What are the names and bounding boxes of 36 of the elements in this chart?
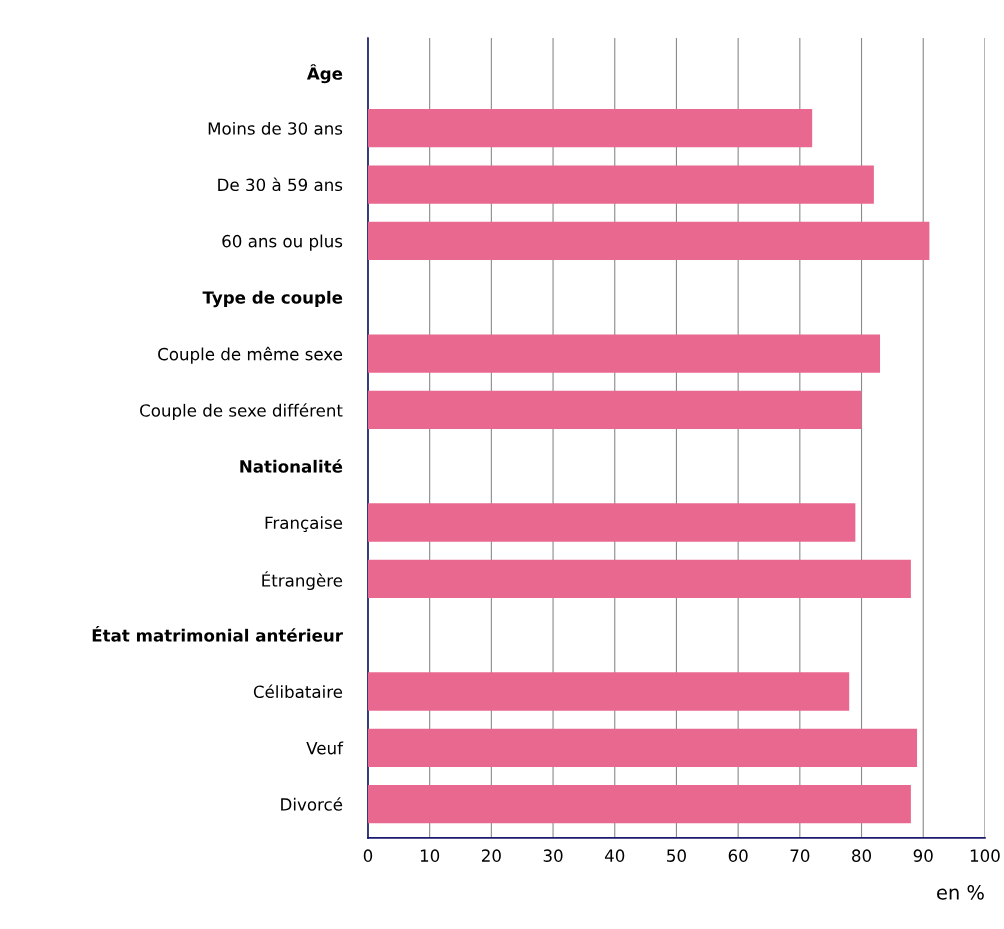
bar: [367, 334, 881, 373]
bar: [367, 785, 911, 824]
y-tick-label: Divorcé: [281, 797, 343, 811]
x-tick-label: 60: [728, 849, 748, 862]
bar: [367, 221, 930, 261]
x-tick-label: 10: [420, 849, 440, 862]
y-tick-label: Célibataire: [253, 684, 343, 699]
y-tick-label: Française: [265, 516, 343, 533]
y-tick-label: De 30 à 59 ans: [218, 177, 343, 192]
x-axis-title: en %: [937, 884, 984, 900]
x-tick-label: 70: [790, 849, 810, 862]
y-tick-label: 60 ans ou plus: [222, 234, 343, 251]
bar: [367, 109, 813, 148]
x-tick-label: 30: [543, 849, 563, 862]
y-tick-label: État matrimonial antérieur: [92, 626, 343, 642]
x-tick-label: 100: [970, 849, 1000, 862]
x-tick-label: 40: [604, 849, 625, 862]
y-tick-label: Nationalité: [240, 459, 343, 473]
y-tick-label: Couple de même sexe: [158, 346, 343, 364]
y-tick-label: Moins de 30 ans: [208, 121, 343, 135]
y-tick-label: Veuf: [306, 741, 344, 755]
y-tick-label: Type de couple: [202, 290, 343, 308]
bar: [367, 559, 911, 598]
y-tick-label: Étrangère: [262, 571, 343, 591]
y-tick-label: Âge: [306, 64, 343, 84]
y-tick-label: Couple de sexe différent: [140, 403, 343, 420]
x-tick-label: 80: [852, 849, 872, 862]
x-tick-label: 50: [667, 849, 686, 862]
x-tick-label: 20: [481, 849, 501, 862]
bar: [367, 672, 850, 711]
bar: [367, 728, 918, 767]
bar: [367, 503, 856, 542]
x-tick-label: 0: [363, 849, 373, 862]
bar: [367, 390, 862, 430]
x-tick-label: 90: [913, 849, 933, 862]
bar: [367, 165, 874, 204]
